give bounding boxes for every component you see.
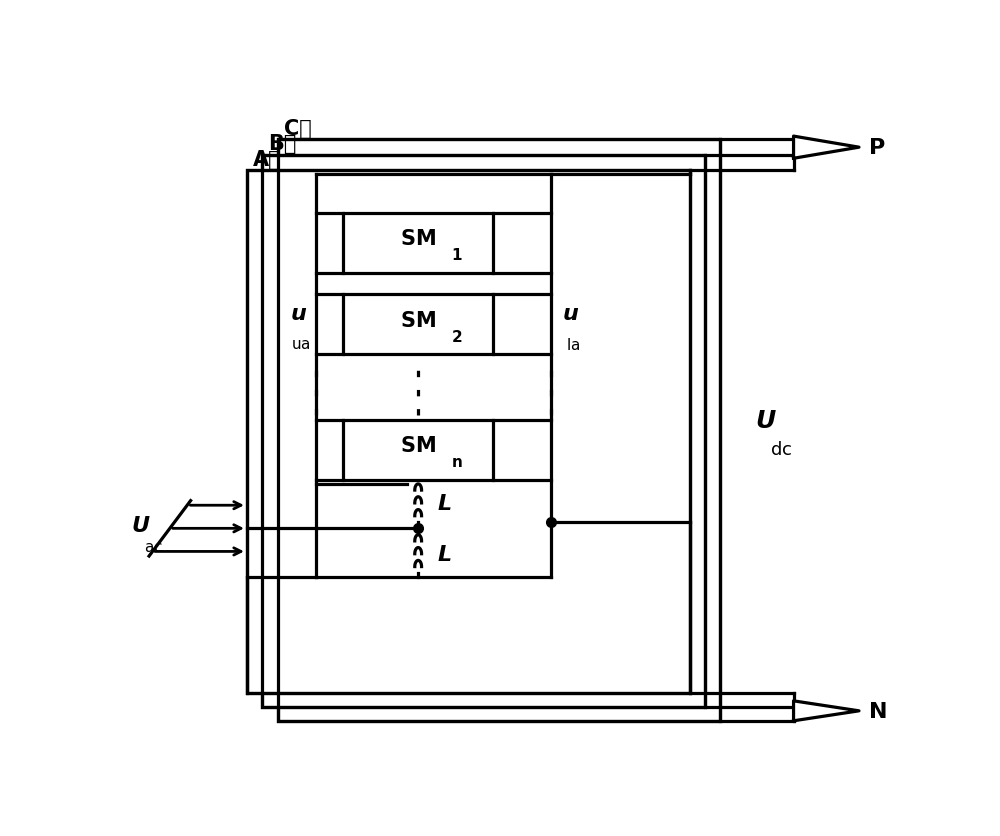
Text: $\mathbf{SM}$: $\mathbf{SM}$ [400,436,436,456]
Bar [278,140,720,721]
Bar [343,295,493,355]
Text: $\boldsymbol{u}$: $\boldsymbol{u}$ [562,303,579,324]
Bar [343,421,493,480]
Bar [278,140,720,721]
Text: $\mathbf{SM}$: $\mathbf{SM}$ [400,229,436,249]
Bar [343,213,493,273]
Text: $\mathbf{1}$: $\mathbf{1}$ [451,247,462,263]
Polygon shape [794,137,859,159]
Text: $\boldsymbol{L}$: $\boldsymbol{L}$ [437,493,452,513]
Text: $\mathbf{2}$: $\mathbf{2}$ [451,329,462,344]
Bar [247,171,690,693]
Text: $\mathbf{N}$: $\mathbf{N}$ [868,701,887,721]
Text: $\mathrm{ua}$: $\mathrm{ua}$ [291,337,311,352]
Text: $\boldsymbol{L}$: $\boldsymbol{L}$ [437,544,452,564]
Text: B相: B相 [268,135,297,154]
Text: $\mathbf{n}$: $\mathbf{n}$ [451,454,462,469]
Text: $\mathrm{ac}$: $\mathrm{ac}$ [144,539,163,554]
Text: A相: A相 [253,150,282,170]
Text: $\mathrm{la}$: $\mathrm{la}$ [566,337,580,353]
Text: $\mathrm{dc}$: $\mathrm{dc}$ [770,441,793,458]
Bar [262,155,705,707]
Bar [247,171,690,693]
Polygon shape [794,701,859,721]
Text: $\boldsymbol{U}$: $\boldsymbol{U}$ [755,408,777,432]
Text: C相: C相 [284,119,312,139]
Bar [262,155,705,707]
Text: $\boldsymbol{U}$: $\boldsymbol{U}$ [131,516,150,536]
Text: $\mathbf{P}$: $\mathbf{P}$ [868,138,886,158]
Text: $\boldsymbol{u}$: $\boldsymbol{u}$ [290,303,307,324]
Text: $\mathbf{SM}$: $\mathbf{SM}$ [400,310,436,330]
